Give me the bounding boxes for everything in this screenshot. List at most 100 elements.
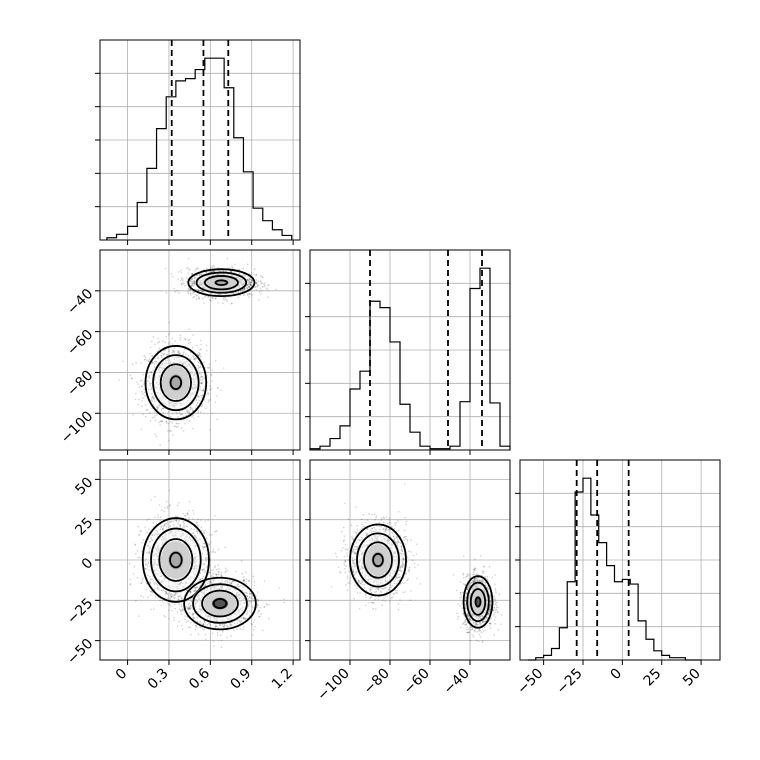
scatter-point (167, 411, 170, 413)
scatter-point (138, 398, 140, 401)
scatter-point (209, 399, 212, 401)
scatter-point (256, 283, 258, 285)
scatter-point (189, 268, 191, 271)
scatter-point (148, 580, 151, 583)
scatter-point (253, 273, 255, 276)
scatter-point (142, 577, 144, 579)
scatter-point (140, 595, 142, 597)
scatter-point (212, 550, 215, 553)
scatter-point (186, 267, 188, 270)
scatter-point (196, 530, 198, 533)
scatter-point (200, 290, 203, 293)
scatter-point (200, 526, 203, 529)
scatter-point (175, 519, 178, 522)
scatter-point (193, 283, 196, 286)
scatter-point (187, 342, 190, 345)
scatter-point (182, 521, 185, 524)
scatter-point (192, 409, 194, 412)
scatter-point (177, 278, 179, 280)
scatter-point (194, 357, 196, 360)
scatter-point (249, 281, 252, 283)
scatter-point (214, 624, 217, 627)
scatter-point (140, 379, 143, 381)
scatter-point (144, 526, 147, 528)
scatter-point (249, 592, 252, 595)
scatter-point (223, 626, 226, 628)
scatter-point (170, 593, 173, 596)
scatter-point (230, 270, 233, 273)
scatter-point (171, 422, 174, 424)
scatter-point (178, 603, 180, 605)
scatter-point (204, 557, 207, 559)
scatter-point (212, 573, 214, 575)
scatter-point (194, 277, 197, 279)
scatter-point (209, 571, 212, 574)
contour-line (203, 275, 239, 291)
scatter-point (201, 396, 203, 399)
scatter-point (174, 290, 176, 293)
scatter-point (165, 591, 167, 594)
scatter-point (202, 290, 204, 293)
scatter-point (177, 598, 180, 600)
scatter-point (160, 354, 163, 357)
scatter-point (197, 518, 199, 521)
scatter-point (185, 525, 188, 527)
scatter-point (159, 420, 162, 423)
scatter-point (223, 298, 225, 301)
scatter-point (204, 520, 206, 522)
scatter-point (188, 607, 191, 609)
scatter-point (205, 344, 208, 347)
scatter-point (215, 574, 218, 576)
scatter-point (189, 406, 191, 409)
scatter-point (249, 293, 251, 295)
scatter-point (197, 354, 200, 357)
scatter-point (162, 528, 164, 530)
scatter-point (219, 634, 222, 637)
scatter-point (247, 286, 250, 288)
scatter-point (203, 621, 206, 624)
scatter-point (201, 394, 204, 397)
scatter-point (188, 602, 191, 605)
scatter-point (180, 269, 182, 272)
x-tick-label: −50 (514, 666, 546, 698)
scatter-point (197, 361, 199, 363)
scatter-point (187, 339, 189, 342)
scatter-point (137, 525, 140, 528)
scatter-point (181, 413, 184, 416)
scatter-point (191, 281, 194, 283)
scatter-point (195, 288, 197, 291)
scatter-point (182, 609, 184, 612)
scatter-point (152, 336, 155, 338)
scatter-point (199, 584, 202, 587)
scatter-point (135, 392, 137, 395)
scatter-point (129, 583, 132, 585)
scatter-point (222, 270, 225, 272)
scatter-point (132, 573, 135, 575)
scatter-point (226, 300, 229, 302)
scatter-point (197, 267, 199, 269)
scatter-point (149, 352, 151, 355)
scatter-point (151, 591, 154, 594)
scatter-point (160, 354, 163, 357)
scatter-point (189, 407, 192, 409)
scatter-point (190, 293, 192, 296)
scatter-point (196, 530, 198, 532)
scatter-point (249, 601, 251, 604)
scatter-point (239, 620, 241, 623)
scatter-point (201, 297, 204, 300)
scatter-point (189, 529, 191, 532)
scatter-point (199, 348, 201, 351)
scatter-point (248, 285, 251, 288)
scatter-point (187, 292, 189, 295)
scatter-point (197, 361, 200, 364)
scatter-point (138, 386, 141, 388)
scatter-point (171, 609, 173, 612)
scatter-point (187, 607, 189, 609)
scatter-point (163, 524, 166, 527)
scatter-point (252, 628, 255, 631)
scatter-point (153, 362, 156, 365)
scatter-point (149, 540, 151, 543)
scatter-point (197, 289, 200, 292)
scatter-point (243, 580, 245, 582)
scatter-point (153, 534, 156, 536)
